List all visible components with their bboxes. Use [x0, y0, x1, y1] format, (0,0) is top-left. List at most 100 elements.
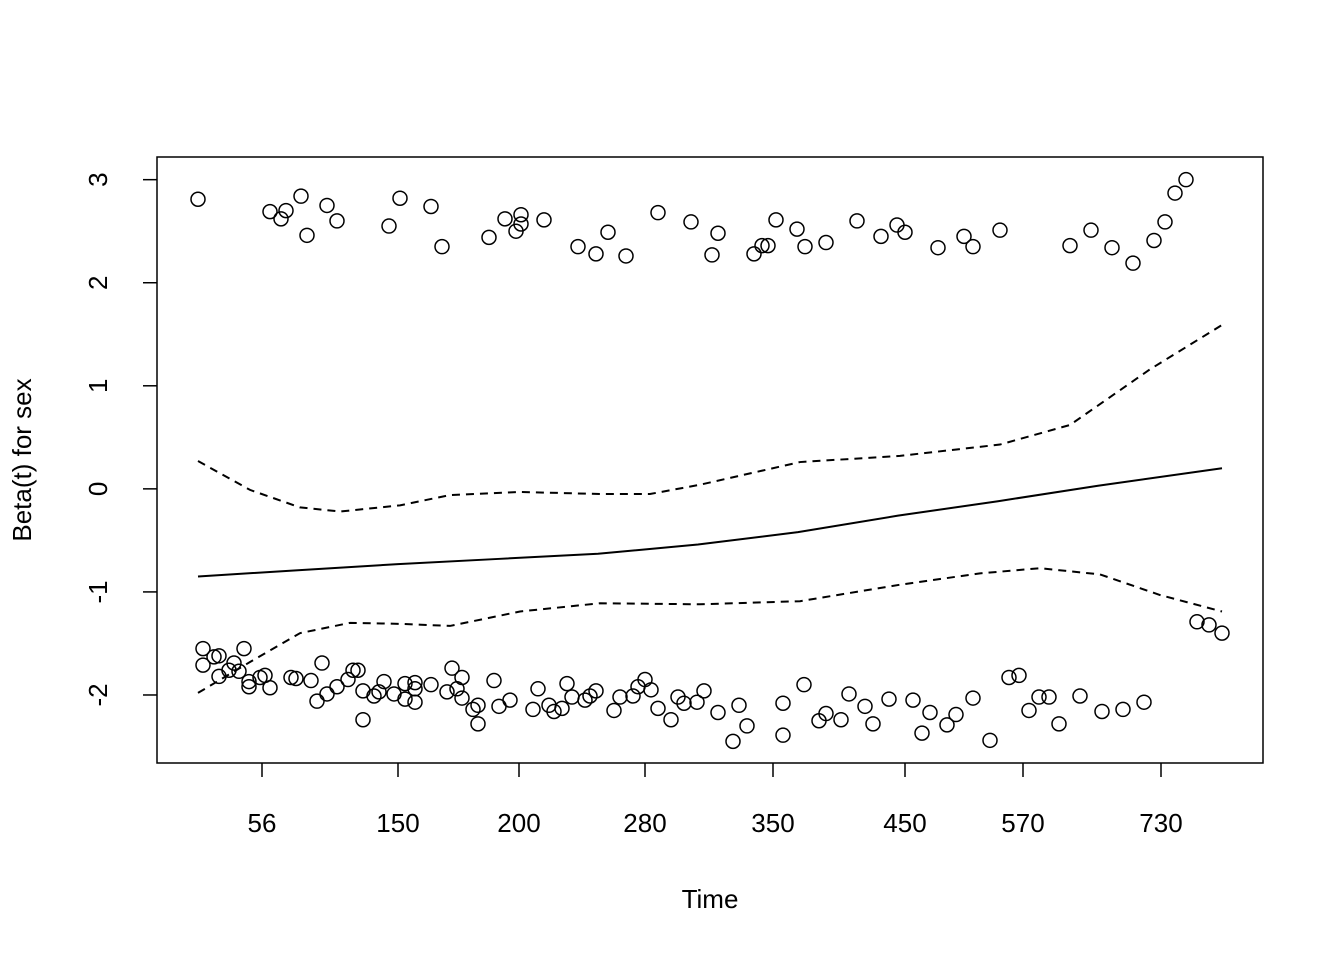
- point: [541, 697, 557, 714]
- plot-frame: [156, 156, 1264, 764]
- point: [262, 680, 278, 696]
- point: [454, 669, 470, 686]
- point: [407, 694, 423, 710]
- point: [1167, 185, 1183, 201]
- point: [881, 691, 897, 707]
- point: [481, 229, 497, 246]
- x-tick-label: 280: [623, 808, 666, 838]
- point: [1136, 694, 1152, 710]
- point: [350, 662, 366, 678]
- x-tick-label: 570: [1001, 808, 1044, 838]
- point: [857, 698, 873, 715]
- point: [314, 655, 330, 671]
- point: [704, 247, 720, 263]
- point: [513, 206, 529, 223]
- point: [922, 704, 938, 721]
- point: [397, 675, 413, 692]
- point: [1094, 703, 1110, 720]
- point: [754, 237, 770, 254]
- point: [434, 238, 450, 255]
- point: [470, 697, 486, 714]
- point: [1115, 701, 1131, 718]
- point: [760, 237, 776, 254]
- point: [710, 225, 726, 242]
- point: [392, 190, 408, 206]
- point: [625, 688, 641, 704]
- point: [525, 701, 541, 718]
- point: [948, 706, 964, 723]
- point: [299, 227, 315, 244]
- point: [293, 188, 309, 204]
- point: [789, 221, 805, 237]
- point: [739, 718, 755, 734]
- point: [676, 695, 692, 711]
- point: [546, 703, 562, 720]
- point: [423, 198, 439, 215]
- point: [397, 691, 413, 707]
- point: [465, 701, 481, 718]
- point: [366, 688, 382, 704]
- point: [696, 683, 712, 699]
- point: [725, 733, 741, 750]
- point: [309, 693, 325, 709]
- point: [195, 657, 211, 673]
- point: [768, 212, 784, 228]
- point: [381, 218, 397, 234]
- point: [190, 191, 206, 208]
- point: [965, 690, 981, 706]
- point: [1021, 702, 1037, 719]
- point: [371, 684, 387, 700]
- y-axis-label: Beta(t) for sex: [7, 378, 37, 541]
- y-tick-label: 1: [83, 379, 113, 393]
- point: [1041, 689, 1057, 705]
- point: [914, 725, 930, 741]
- point: [612, 689, 628, 705]
- point: [407, 681, 423, 697]
- point: [345, 662, 361, 678]
- y-tick-label: 2: [83, 276, 113, 290]
- point: [554, 700, 570, 717]
- point: [355, 711, 371, 728]
- point: [444, 660, 460, 676]
- point: [939, 717, 955, 733]
- point: [319, 686, 335, 702]
- point: [1062, 237, 1078, 254]
- point: [1011, 667, 1027, 684]
- point: [1072, 688, 1088, 704]
- point: [564, 689, 580, 705]
- point: [329, 213, 345, 229]
- point: [841, 686, 857, 702]
- point: [746, 246, 762, 262]
- point: [536, 212, 552, 228]
- point: [796, 676, 812, 693]
- point: [423, 676, 439, 693]
- point: [273, 211, 289, 227]
- point: [663, 711, 679, 728]
- point: [956, 228, 972, 245]
- x-tick-label: 150: [376, 808, 419, 838]
- point: [319, 197, 335, 214]
- point: [1125, 255, 1141, 271]
- point: [849, 213, 865, 229]
- point: [195, 640, 211, 657]
- point: [226, 655, 242, 671]
- x-axis-label: Time: [682, 884, 739, 914]
- point: [930, 239, 946, 256]
- point: [262, 203, 278, 220]
- y-tick-label: -2: [83, 683, 113, 706]
- point: [731, 697, 747, 714]
- x-tick-label: 200: [497, 808, 540, 838]
- point: [559, 675, 575, 692]
- point: [775, 727, 791, 743]
- point: [231, 663, 247, 680]
- point: [600, 224, 616, 240]
- point: [355, 683, 371, 699]
- point: [1189, 614, 1205, 630]
- point: [905, 692, 921, 708]
- x-tick-label: 450: [883, 808, 926, 838]
- point: [470, 716, 486, 732]
- point: [873, 228, 889, 245]
- point: [376, 673, 392, 690]
- point: [833, 711, 849, 728]
